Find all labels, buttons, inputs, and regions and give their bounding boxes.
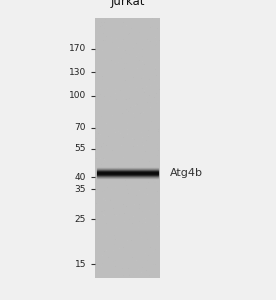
- Text: 40: 40: [75, 173, 86, 182]
- Text: Jurkat: Jurkat: [110, 0, 145, 8]
- Text: Atg4b: Atg4b: [170, 168, 203, 178]
- Text: 170: 170: [69, 44, 86, 53]
- Text: 70: 70: [75, 123, 86, 132]
- Text: 55: 55: [75, 144, 86, 153]
- Text: 15: 15: [75, 260, 86, 269]
- Text: 25: 25: [75, 214, 86, 224]
- Text: 35: 35: [75, 184, 86, 194]
- Text: 100: 100: [69, 91, 86, 100]
- Bar: [95, 18, 160, 278]
- Text: 130: 130: [69, 68, 86, 77]
